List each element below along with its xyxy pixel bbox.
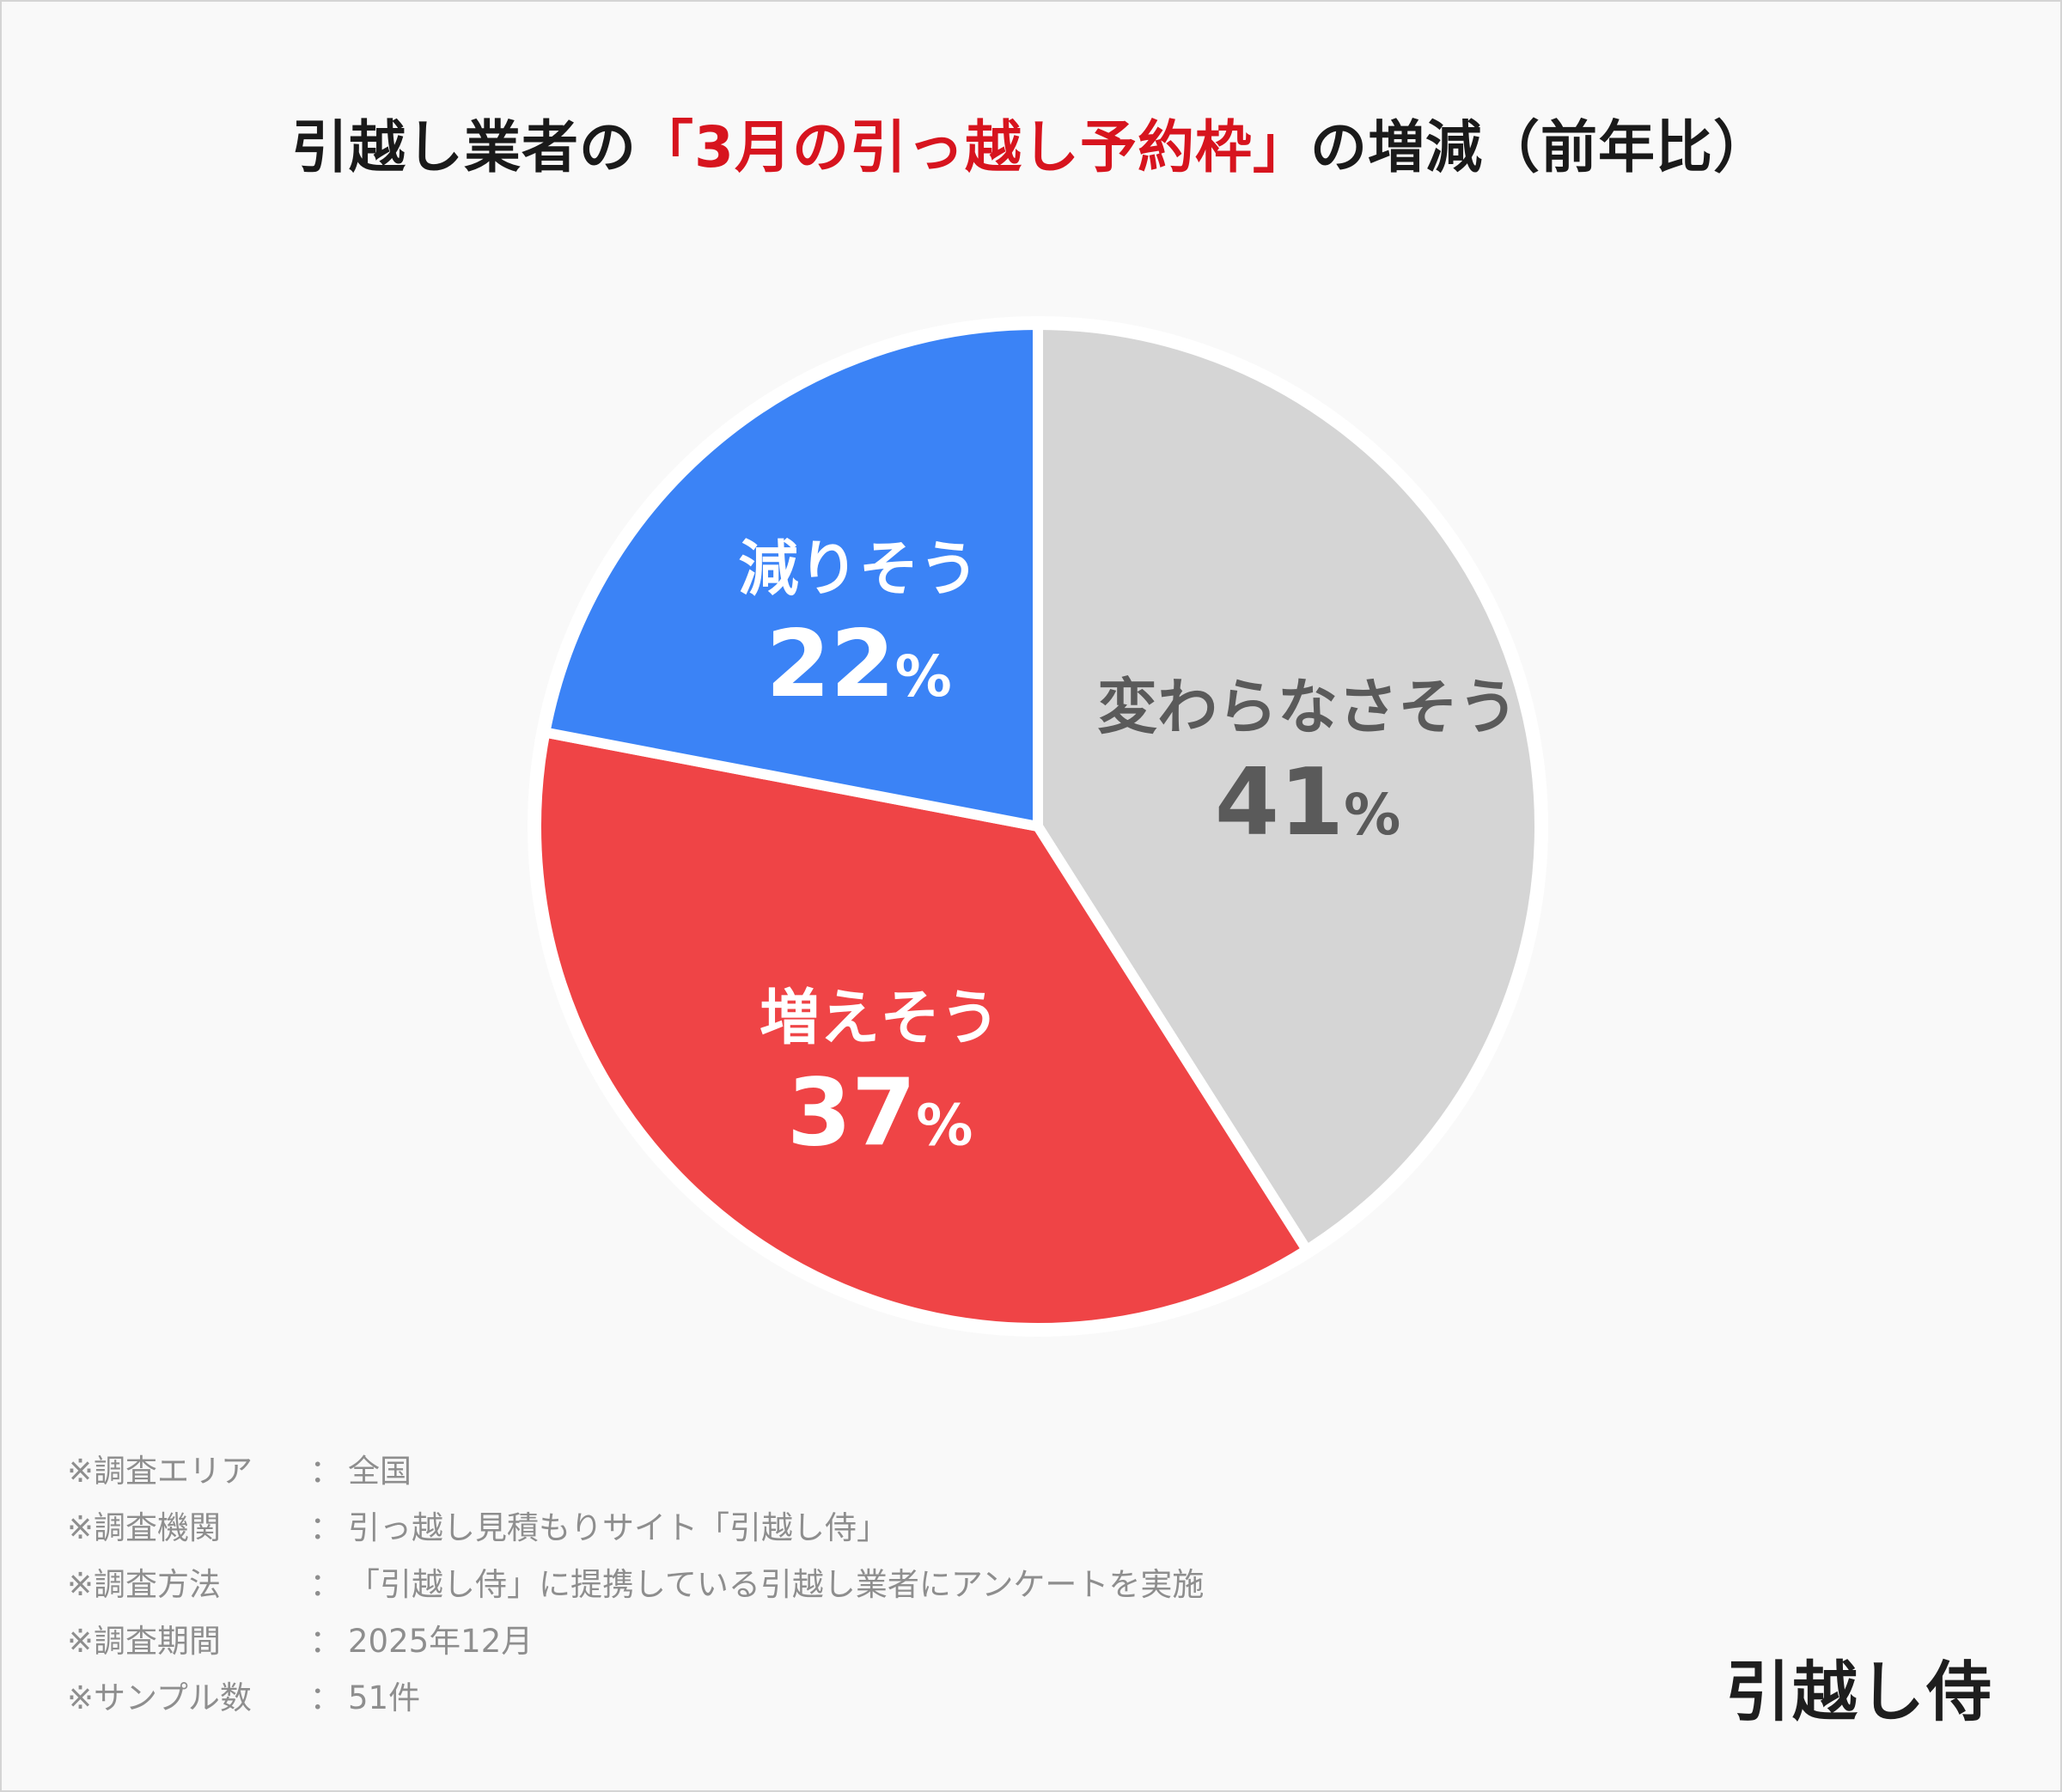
pie-slice-3 bbox=[540, 320, 1043, 832]
slice-label: 増えそう bbox=[760, 982, 1000, 1052]
survey-notes: ※調査エリア：全国 ※調査機関：引っ越し見積もりサイト「引越し侍」 ※調査方法：… bbox=[67, 1443, 1204, 1727]
note-value: 引っ越し見積もりサイト「引越し侍」 bbox=[348, 1509, 888, 1546]
note-separator: ： bbox=[309, 1509, 342, 1546]
slice-value-number: 22 bbox=[766, 611, 894, 718]
note-key: ※調査エリア bbox=[67, 1453, 253, 1490]
slice-value-number: 37 bbox=[787, 1059, 916, 1167]
slice-value-percent: % bbox=[916, 1092, 973, 1158]
note-separator: ： bbox=[309, 1566, 342, 1603]
note-separator: ： bbox=[309, 1453, 342, 1490]
note-key: ※サンプル数 bbox=[67, 1679, 252, 1716]
note-value: 51件 bbox=[348, 1679, 421, 1716]
note-key: ※調査方法 bbox=[67, 1566, 222, 1603]
brand-logo: 引越し侍 bbox=[1725, 1654, 1993, 1730]
note-row-area: ※調査エリア ：全国 bbox=[67, 1443, 1204, 1500]
slice-value-percent: % bbox=[895, 643, 952, 710]
slice-label: 減りそう bbox=[739, 533, 979, 604]
slice-value-number: 41 bbox=[1215, 749, 1344, 856]
note-key: ※調査機関 bbox=[67, 1509, 222, 1546]
chart-title: 引越し業者の「3月の引っ越し予約枠」の増減（前年比） bbox=[0, 101, 2062, 184]
slice-value-label: 41% bbox=[1215, 749, 1400, 856]
note-value: 2025年12月 bbox=[348, 1623, 534, 1660]
slice-value-label: 37% bbox=[787, 1059, 973, 1167]
slice-label: 変わらなさそう bbox=[1097, 672, 1518, 742]
title-prefix: 引越し業者の bbox=[291, 114, 638, 180]
pie-slice-2 bbox=[531, 727, 1312, 1333]
pie-slices bbox=[531, 320, 1545, 1333]
note-separator: ： bbox=[309, 1623, 342, 1660]
note-value: 全国 bbox=[348, 1453, 412, 1490]
title-highlight: 「3月の引っ越し予約枠」 bbox=[637, 114, 1310, 180]
note-row-organization: ※調査機関 ：引っ越し見積もりサイト「引越し侍」 bbox=[67, 1500, 1204, 1557]
note-key: ※調査期間 bbox=[67, 1623, 222, 1660]
note-row-sample-size: ※サンプル数 ： 51件 bbox=[67, 1670, 1204, 1727]
note-value: 「引越し侍」に提携している引越し業者にアンケートを実施 bbox=[348, 1566, 1205, 1603]
note-separator: ： bbox=[309, 1679, 342, 1716]
note-row-period: ※調査期間 ： 2025年12月 bbox=[67, 1613, 1204, 1670]
slice-value-percent: % bbox=[1344, 782, 1400, 848]
title-suffix: の増減（前年比） bbox=[1309, 114, 1771, 180]
slice-value-label: 22% bbox=[766, 611, 951, 718]
note-row-method: ※調査方法 ：「引越し侍」に提携している引越し業者にアンケートを実施 bbox=[67, 1557, 1204, 1613]
